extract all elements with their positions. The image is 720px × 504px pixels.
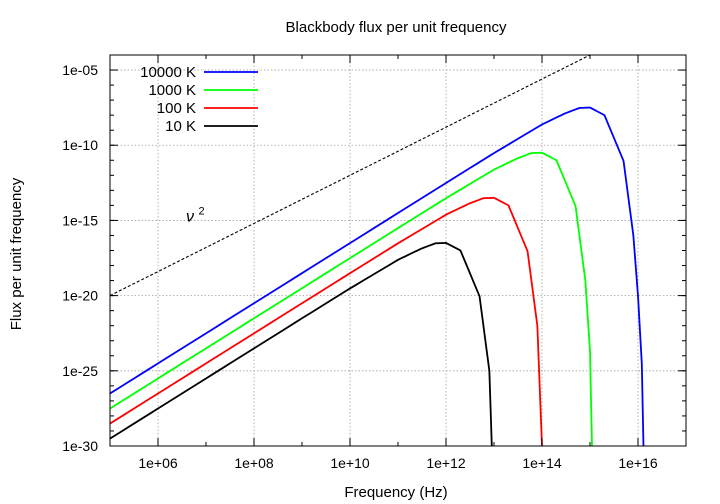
grid <box>110 55 686 447</box>
x-axis-label: Frequency (Hz) <box>344 484 447 501</box>
series-line-0 <box>110 106 645 446</box>
nu-squared-annotation: ν 2 <box>186 205 205 225</box>
reference-line-nu-squared <box>110 55 591 297</box>
plot-area <box>110 55 645 446</box>
legend-label: 100 K <box>157 100 196 117</box>
x-tick-label: 1e+12 <box>426 455 466 471</box>
y-tick-label: 1e-05 <box>62 62 98 78</box>
series-line-1 <box>110 151 593 446</box>
legend-label: 10 K <box>165 118 196 135</box>
x-tick-label: 1e+16 <box>618 455 658 471</box>
y-axis-label: Flux per unit frequency <box>8 177 25 330</box>
x-tick-label: 1e+06 <box>138 455 178 471</box>
y-tick-label: 1e-25 <box>62 363 98 379</box>
legend-label: 1000 K <box>148 82 196 99</box>
plot-frame <box>109 54 687 447</box>
y-tick-label: 1e-10 <box>62 137 98 153</box>
series-line-2 <box>110 196 543 446</box>
y-tick-label: 1e-20 <box>62 288 98 304</box>
legend-label: 10000 K <box>140 64 196 81</box>
y-tick-label: 1e-15 <box>62 212 98 228</box>
series-line-3 <box>110 242 493 446</box>
x-tick-label: 1e+10 <box>330 455 370 471</box>
annotation-superscript: 2 <box>198 205 204 217</box>
x-tick-label: 1e+14 <box>522 455 562 471</box>
annotation-base-text: ν <box>186 208 194 225</box>
x-tick-label: 1e+08 <box>234 455 274 471</box>
chart-title: Blackbody flux per unit frequency <box>286 19 507 36</box>
y-tick-label: 1e-30 <box>62 438 98 454</box>
axis-ticks: 1e+06 1e+08 1e+10 1e+12 1e+14 1e+16 1e-05 1e-10… <box>62 54 687 471</box>
